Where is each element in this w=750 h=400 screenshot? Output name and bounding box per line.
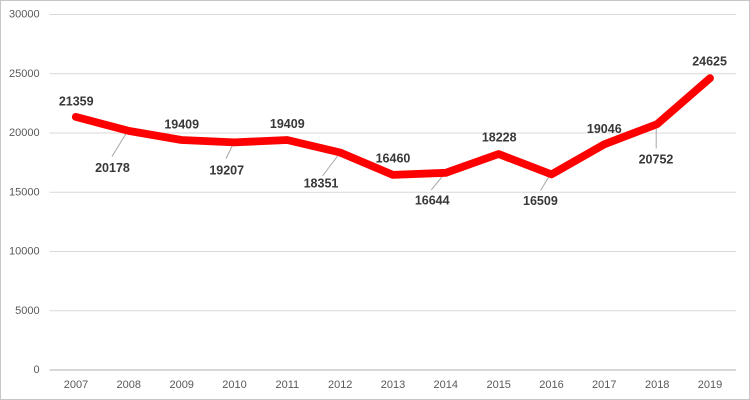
svg-text:2007: 2007 xyxy=(64,379,88,391)
svg-text:19409: 19409 xyxy=(270,117,305,131)
svg-text:19409: 19409 xyxy=(164,117,199,131)
svg-text:21359: 21359 xyxy=(59,94,94,108)
svg-text:30000: 30000 xyxy=(9,9,40,21)
svg-text:10000: 10000 xyxy=(9,246,40,258)
svg-text:16460: 16460 xyxy=(376,152,411,166)
svg-text:18228: 18228 xyxy=(482,130,517,144)
svg-text:20000: 20000 xyxy=(9,127,40,139)
svg-text:19046: 19046 xyxy=(587,122,622,136)
svg-text:2012: 2012 xyxy=(328,379,352,391)
svg-text:16644: 16644 xyxy=(415,194,450,208)
svg-text:25000: 25000 xyxy=(9,68,40,80)
svg-text:19207: 19207 xyxy=(209,164,244,178)
svg-text:18351: 18351 xyxy=(304,177,339,191)
svg-text:2008: 2008 xyxy=(117,379,141,391)
svg-text:5000: 5000 xyxy=(15,305,39,317)
svg-text:2016: 2016 xyxy=(539,379,563,391)
svg-text:15000: 15000 xyxy=(9,186,40,198)
svg-text:24625: 24625 xyxy=(692,55,727,69)
svg-text:2009: 2009 xyxy=(169,379,193,391)
svg-text:2017: 2017 xyxy=(592,379,616,391)
svg-text:20752: 20752 xyxy=(639,153,674,167)
svg-text:16509: 16509 xyxy=(523,194,558,208)
svg-text:0: 0 xyxy=(33,364,39,376)
svg-text:2011: 2011 xyxy=(275,379,299,391)
svg-text:2010: 2010 xyxy=(222,379,246,391)
svg-text:2013: 2013 xyxy=(381,379,405,391)
svg-text:20178: 20178 xyxy=(95,161,130,175)
svg-text:2014: 2014 xyxy=(434,379,458,391)
svg-text:2015: 2015 xyxy=(486,379,510,391)
svg-text:2018: 2018 xyxy=(645,379,669,391)
svg-text:2019: 2019 xyxy=(698,379,722,391)
